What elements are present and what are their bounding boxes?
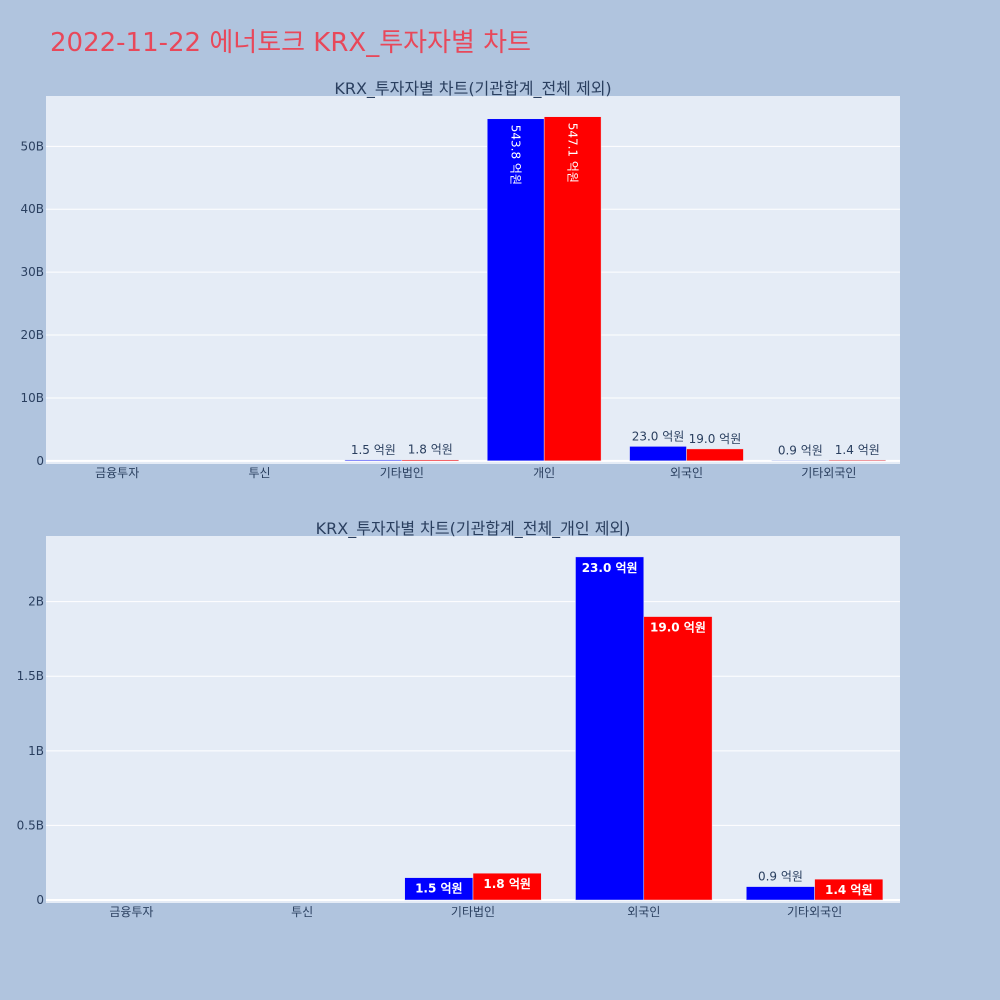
data-label: 1.4 억원 [835,443,880,457]
data-label: 1.8 억원 [483,877,531,891]
data-label: 1.4 억원 [825,883,873,897]
x-tick-label: 기타법인 [380,466,424,480]
bar [629,446,687,462]
x-tick-label: 외국인 [627,905,660,919]
bar [686,448,744,462]
page-title: 2022-11-22 에너토크 KRX_투자자별 차트 [50,28,532,58]
bar [828,459,887,462]
y-tick-label: 1.5B [17,669,44,683]
y-tick-label: 30B [20,265,44,279]
y-tick-label: 40B [20,202,44,216]
x-tick-label: 개인 [533,466,555,480]
bar [643,616,713,901]
data-label: 1.5 억원 [415,882,463,896]
bar [575,556,645,901]
bar [472,872,542,901]
y-tick-label: 1B [28,744,44,758]
y-tick-label: 50B [20,139,44,153]
bar [771,460,830,462]
y-tick-label: 20B [20,328,44,342]
y-tick-label: 2B [28,595,44,609]
bar [814,878,884,901]
data-label: 23.0 억원 [582,561,638,575]
x-tick-label: 금융투자 [109,905,153,919]
chart-title: KRX_투자자별 차트(기관합계_전체 제외) [334,79,611,99]
x-tick-label: 투신 [248,466,270,480]
x-tick-label: 투신 [291,905,313,919]
bar [344,459,403,462]
y-tick-label: 0 [36,454,44,468]
y-tick-label: 10B [20,391,44,405]
y-tick-label: 0 [36,893,44,907]
data-label: 19.0 억원 [650,621,706,635]
x-tick-label: 기타외국인 [787,905,842,919]
x-tick-label: 외국인 [670,466,703,480]
data-label: 543.8 억원 [509,125,523,185]
data-label: 1.5 억원 [351,443,396,457]
plot-area-2 [46,536,900,903]
x-tick-label: 금융투자 [95,466,139,480]
plot-area-1 [46,96,900,464]
bar [543,116,602,462]
data-label: 23.0 억원 [632,429,685,443]
data-label: 19.0 억원 [689,432,742,446]
bar [746,886,815,901]
chart-title: KRX_투자자별 차트(기관합계_전체_개인 제외) [316,519,631,539]
x-tick-label: 기타법인 [451,905,495,919]
data-label: 1.8 억원 [408,443,453,457]
bar [401,459,460,462]
x-tick-label: 기타외국인 [801,466,856,480]
data-label: 547.1 억원 [566,123,580,183]
y-tick-label: 0.5B [17,818,44,832]
data-label: 0.9 억원 [758,870,803,884]
data-label: 0.9 억원 [778,443,823,457]
